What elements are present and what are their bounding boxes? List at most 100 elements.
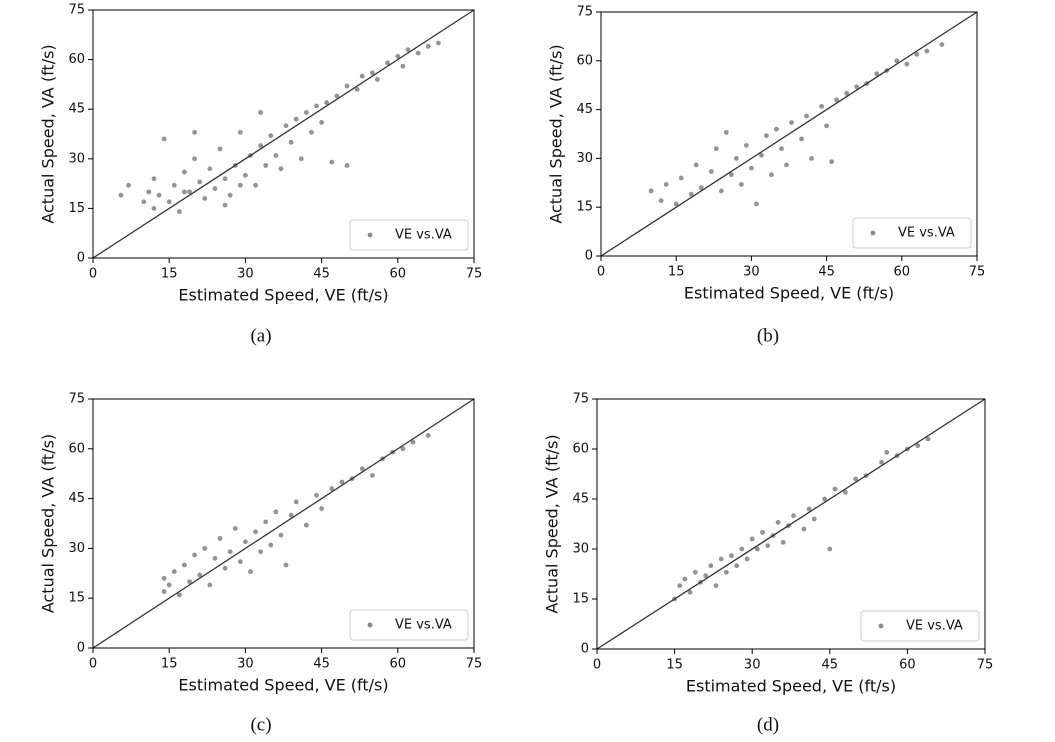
point xyxy=(278,532,284,538)
x-tick-label: 75 xyxy=(977,658,994,673)
y-tick-label: 45 xyxy=(68,102,85,117)
point xyxy=(156,192,162,198)
point xyxy=(207,166,213,172)
point xyxy=(293,116,299,122)
y-tick-label: 0 xyxy=(77,251,85,266)
point xyxy=(171,182,177,188)
plot-frame xyxy=(92,9,475,259)
point xyxy=(648,188,654,194)
y-tick-label: 0 xyxy=(77,641,85,656)
point xyxy=(202,546,208,551)
x-tick-label: 30 xyxy=(237,657,254,672)
point xyxy=(151,206,157,211)
point xyxy=(663,182,669,187)
point xyxy=(415,50,421,56)
point xyxy=(779,146,784,152)
point xyxy=(303,522,309,528)
point xyxy=(237,182,243,188)
panel: 0 15 30 45 60 75 0 15 30 45 60 75 Estimated Speed, V… xyxy=(39,392,483,736)
legend-marker xyxy=(367,622,373,628)
point xyxy=(273,509,279,515)
legend-marker xyxy=(878,623,884,629)
legend-label: VE vs.VA xyxy=(395,228,452,243)
point xyxy=(212,555,218,561)
caption: (c) xyxy=(250,714,271,735)
point xyxy=(207,582,213,588)
x-tick-label: 75 xyxy=(969,265,986,280)
legend-marker xyxy=(870,230,876,236)
x-tick-label: 0 xyxy=(89,267,97,282)
x-tick-label: 60 xyxy=(390,657,407,672)
y-axis-label: Actual Speed, VA (ft/s) xyxy=(39,434,58,613)
x-tick-label: 75 xyxy=(466,657,483,672)
point xyxy=(799,136,804,142)
point xyxy=(915,443,921,449)
identity-line xyxy=(92,398,475,649)
point xyxy=(400,63,406,69)
point xyxy=(728,172,734,178)
point xyxy=(759,152,764,158)
point xyxy=(769,172,774,178)
x-tick-label: 15 xyxy=(666,658,683,673)
point xyxy=(819,103,824,109)
point xyxy=(243,172,248,178)
y-tick-label: 45 xyxy=(68,491,85,506)
point xyxy=(780,539,786,545)
point xyxy=(278,166,284,172)
point xyxy=(822,496,828,502)
point xyxy=(844,90,850,96)
point xyxy=(804,113,809,119)
point xyxy=(809,156,814,161)
point xyxy=(370,472,375,478)
y-tick-label: 75 xyxy=(576,5,593,20)
point xyxy=(212,186,218,191)
x-tick-label: 60 xyxy=(390,267,407,282)
point xyxy=(744,556,750,562)
point xyxy=(739,546,745,552)
point xyxy=(182,169,187,175)
point xyxy=(176,592,182,598)
x-axis-label: Estimated Speed, VE (ft/s) xyxy=(686,677,896,696)
x-tick-label: 30 xyxy=(237,267,254,282)
panel: 0 15 30 45 60 75 0 15 30 45 60 75 Estimated Speed, V… xyxy=(543,392,994,736)
point xyxy=(263,519,269,525)
point xyxy=(738,182,744,187)
point xyxy=(197,179,203,185)
y-tick-label: 60 xyxy=(68,441,85,456)
point xyxy=(354,86,360,92)
point xyxy=(202,196,208,201)
point xyxy=(303,110,309,115)
x-tick-label: 45 xyxy=(313,657,330,672)
point xyxy=(146,189,152,195)
y-axis-label: Actual Speed, VA (ft/s) xyxy=(39,44,58,223)
plot-frame xyxy=(596,398,986,650)
caption: (d) xyxy=(757,714,779,735)
x-tick-label: 30 xyxy=(744,658,761,673)
point xyxy=(682,576,688,582)
y-tick-label: 60 xyxy=(576,53,593,68)
legend-box xyxy=(349,219,469,251)
point xyxy=(237,559,243,565)
x-tick-label: 45 xyxy=(313,267,330,282)
point xyxy=(248,569,253,575)
point xyxy=(288,512,294,518)
y-tick-label: 30 xyxy=(576,151,593,166)
point xyxy=(232,526,238,531)
y-tick-label: 30 xyxy=(68,151,85,166)
y-axis-label: Actual Speed, VA (ft/s) xyxy=(547,44,566,223)
point xyxy=(385,60,391,66)
point xyxy=(243,539,248,545)
point xyxy=(713,146,719,152)
caption: (b) xyxy=(757,325,779,346)
point xyxy=(227,192,233,198)
point xyxy=(182,189,187,195)
x-axis-label: Estimated Speed, VE (ft/s) xyxy=(178,286,388,305)
point xyxy=(703,573,709,579)
point xyxy=(894,58,900,64)
point xyxy=(359,466,365,472)
point xyxy=(924,48,930,54)
legend-box xyxy=(349,609,469,641)
x-tick-label: 30 xyxy=(743,265,760,280)
point xyxy=(237,129,243,135)
point xyxy=(161,575,167,581)
